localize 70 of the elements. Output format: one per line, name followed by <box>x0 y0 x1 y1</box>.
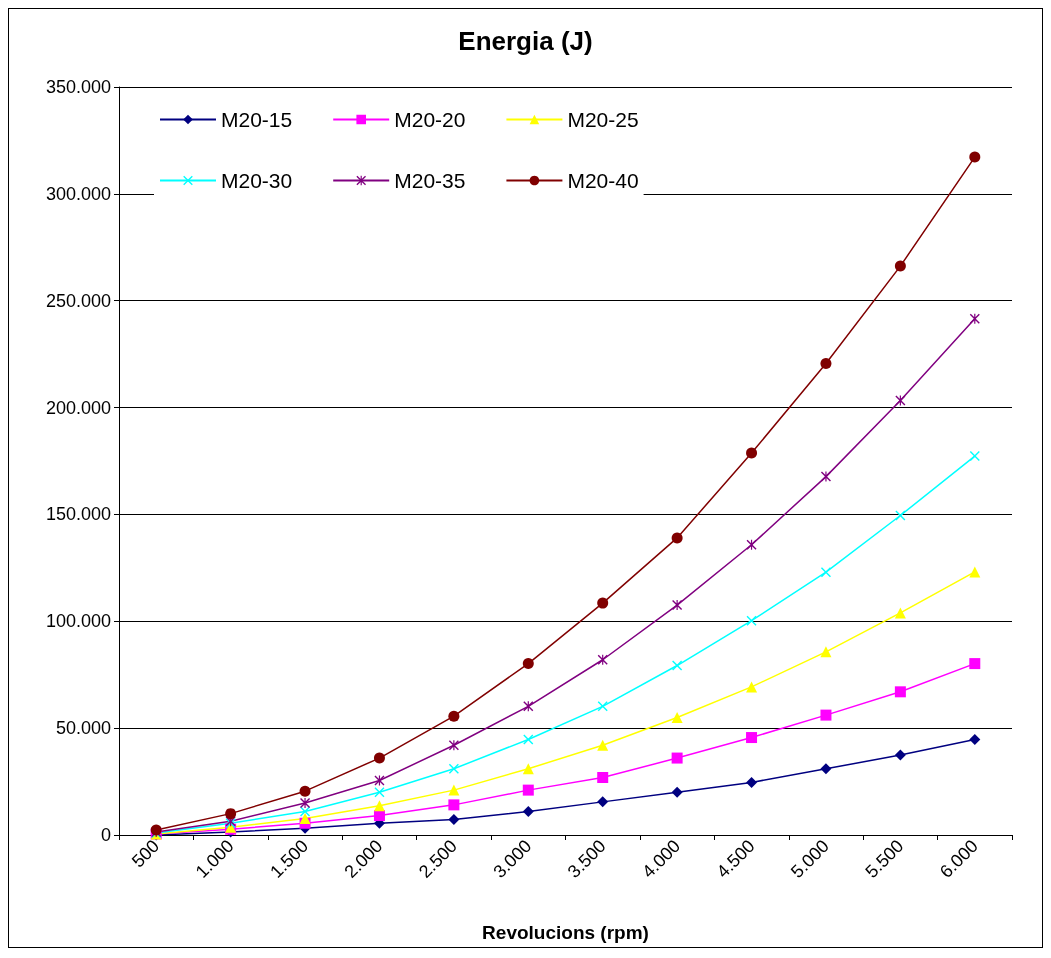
point <box>671 711 683 723</box>
legend-label: M20-25 <box>567 108 639 131</box>
point <box>522 805 534 817</box>
point <box>522 763 534 775</box>
y-tick-label: 350.000 <box>45 77 111 97</box>
point <box>820 567 831 578</box>
y-tick-label: 100.000 <box>45 611 111 632</box>
point <box>672 660 683 671</box>
y-tick-label: 0 <box>100 825 111 845</box>
point <box>969 658 981 670</box>
point <box>597 654 608 665</box>
legend-label: M20-15 <box>221 108 293 131</box>
legend-label: M20-20 <box>394 108 466 131</box>
point <box>225 808 237 820</box>
point <box>820 709 832 721</box>
point <box>746 447 758 459</box>
point <box>523 734 534 745</box>
point <box>374 787 385 798</box>
point <box>373 800 385 812</box>
y-tick-label: 250.000 <box>45 290 111 311</box>
point <box>746 539 757 550</box>
point <box>820 646 832 658</box>
point <box>448 763 459 774</box>
point <box>300 806 311 817</box>
point <box>969 451 980 462</box>
point <box>448 799 460 811</box>
point <box>597 701 608 712</box>
point <box>820 471 831 482</box>
point <box>597 597 609 609</box>
point <box>671 752 683 764</box>
y-tick-label: 200.000 <box>45 397 111 418</box>
point <box>672 600 683 611</box>
legend-label: M20-40 <box>567 169 639 192</box>
x-tick-label: 500 <box>127 835 164 872</box>
point <box>969 151 981 163</box>
point <box>597 772 609 784</box>
point <box>746 732 758 744</box>
point <box>820 358 832 370</box>
legend-label: M20-35 <box>394 169 466 192</box>
point <box>299 785 311 797</box>
point <box>894 749 906 761</box>
x-axis-title: Revolucions (rpm) <box>482 922 649 943</box>
point <box>448 813 460 825</box>
y-tick-label: 50.000 <box>55 718 111 739</box>
chart-title: Energia (J) <box>458 26 593 56</box>
point <box>969 566 981 578</box>
point <box>373 810 385 822</box>
point <box>448 784 460 796</box>
point <box>671 532 683 544</box>
y-tick-label: 300.000 <box>45 183 111 204</box>
point <box>597 796 609 808</box>
point <box>969 733 981 745</box>
point <box>820 763 832 775</box>
point <box>671 786 683 798</box>
point <box>746 776 758 788</box>
point <box>299 813 311 825</box>
point <box>522 658 534 670</box>
point <box>894 260 906 272</box>
point <box>746 615 757 626</box>
point <box>894 607 906 619</box>
point <box>448 710 460 722</box>
point <box>373 752 385 764</box>
y-tick-label: 150.000 <box>45 504 111 525</box>
point <box>895 510 906 521</box>
point <box>746 681 758 693</box>
point <box>300 797 311 808</box>
point <box>894 686 906 698</box>
point <box>597 739 609 751</box>
legend-label: M20-30 <box>221 169 293 192</box>
point <box>522 784 534 796</box>
